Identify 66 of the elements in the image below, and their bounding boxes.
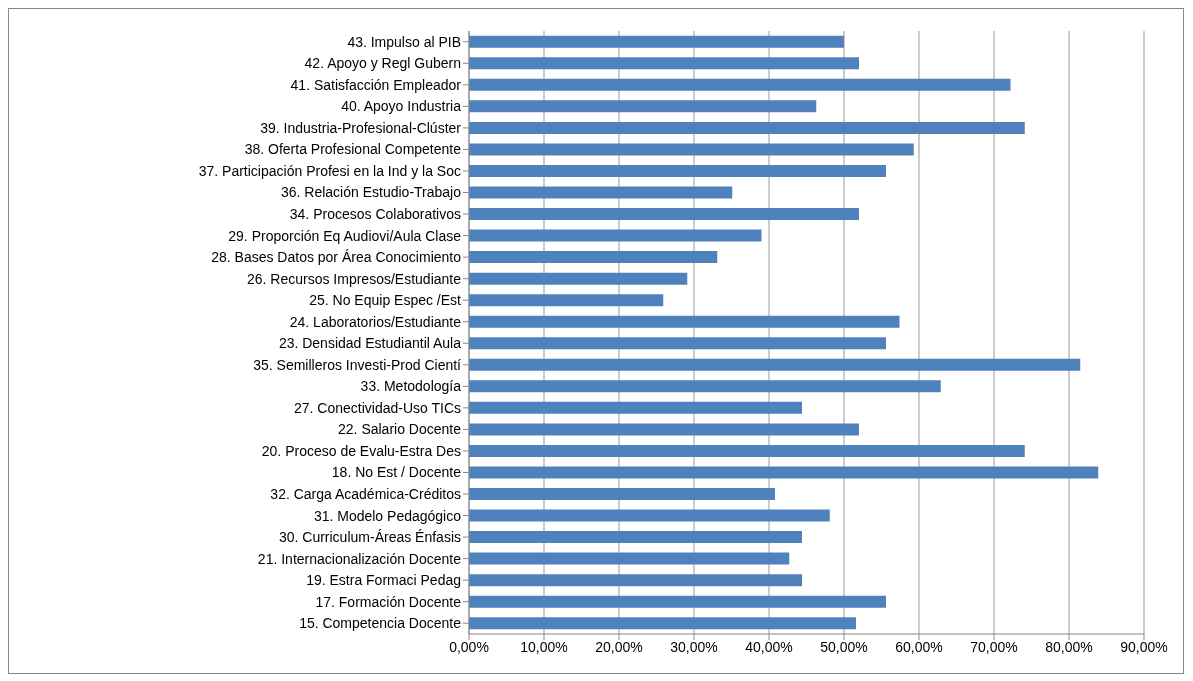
y-tick-label: 17. Formación Docente	[315, 593, 462, 610]
bar	[469, 509, 830, 522]
bar	[469, 121, 1025, 134]
y-tick-label: 21. Internacionalización Docente	[257, 550, 462, 567]
bar	[469, 251, 718, 264]
y-tick-label: 31. Modelo Pedagógico	[313, 507, 462, 524]
x-tick-label: 30,00%	[670, 638, 718, 655]
y-tick-label: 39. Industria-Profesional-Clúster	[260, 119, 462, 136]
y-tick-label: 34. Procesos Colaborativos	[289, 206, 461, 223]
x-tick-label: 90,00%	[1120, 638, 1168, 655]
x-tick-label: 0,00%	[449, 638, 489, 655]
bar	[469, 531, 802, 544]
y-tick-label: 19. Estra Formaci Pedag	[306, 572, 461, 589]
bar	[469, 487, 775, 500]
bar	[469, 337, 886, 350]
bar	[469, 617, 856, 630]
x-tick-label: 40,00%	[745, 638, 793, 655]
y-tick-label: 32. Carga Académica-Créditos	[270, 485, 461, 502]
bar	[469, 186, 733, 199]
bar	[469, 164, 886, 177]
bar	[469, 466, 1099, 479]
y-tick-label: 40. Apoyo Industria	[341, 98, 462, 115]
y-tick-label: 36. Relación Estudio-Trabajo	[280, 184, 462, 201]
bar	[469, 315, 900, 328]
y-tick-label: 25. No Equip Espec /Est	[309, 292, 462, 309]
bar	[469, 423, 859, 436]
y-tick-label: 42. Apoyo y Regl Gubern	[304, 55, 461, 72]
y-tick-label: 27. Conectividad-Uso TICs	[293, 399, 461, 416]
y-tick-label: 24. Laboratorios/Estudiante	[289, 313, 462, 330]
y-tick-label: 38. Oferta Profesional Competente	[244, 141, 462, 158]
y-tick-label: 22. Salario Docente	[338, 421, 462, 438]
y-tick-label: 30. Curriculum-Áreas Énfasis	[278, 529, 461, 546]
x-tick-label: 70,00%	[970, 638, 1018, 655]
bar	[469, 208, 859, 221]
bar	[469, 552, 790, 565]
x-tick-label: 60,00%	[895, 638, 943, 655]
y-tick-label: 18. No Est / Docente	[331, 464, 462, 481]
bar	[469, 444, 1025, 457]
x-tick-label: 10,00%	[520, 638, 568, 655]
x-tick-label: 50,00%	[820, 638, 868, 655]
bar	[469, 294, 664, 307]
y-tick-label: 26. Recursos Impresos/Estudiante	[247, 270, 462, 287]
bar	[469, 401, 802, 414]
y-tick-label: 41. Satisfacción Empleador	[290, 76, 462, 93]
y-tick-label: 29. Proporción Eq Audiovi/Aula Clase	[228, 227, 462, 244]
bar	[469, 229, 762, 242]
x-tick-label: 80,00%	[1045, 638, 1093, 655]
y-tick-label: 33. Metodología	[360, 378, 462, 395]
y-tick-label: 37. Participación Profesi en la Ind y la Soc	[198, 162, 461, 179]
x-tick-label: 20,00%	[595, 638, 643, 655]
bar	[469, 35, 844, 48]
y-tick-label: 15. Competencia Docente	[299, 615, 462, 632]
y-tick-label: 28. Bases Datos por Área Conocimiento	[211, 249, 462, 266]
bar	[469, 380, 941, 393]
bar	[469, 100, 817, 113]
y-tick-label: 20. Proceso de Evalu-Estra Des	[261, 442, 461, 459]
bar	[469, 143, 914, 156]
bar	[469, 57, 859, 70]
bar	[469, 272, 688, 285]
y-tick-label: 35. Semilleros Investi-Prod Cientí	[253, 356, 462, 373]
bar	[469, 78, 1011, 91]
bar	[469, 358, 1081, 371]
bar	[469, 595, 886, 608]
y-tick-label: 43. Impulso al PIB	[347, 33, 461, 50]
y-tick-label: 23. Densidad Estudiantil Aula	[278, 335, 462, 352]
bar	[469, 574, 802, 587]
